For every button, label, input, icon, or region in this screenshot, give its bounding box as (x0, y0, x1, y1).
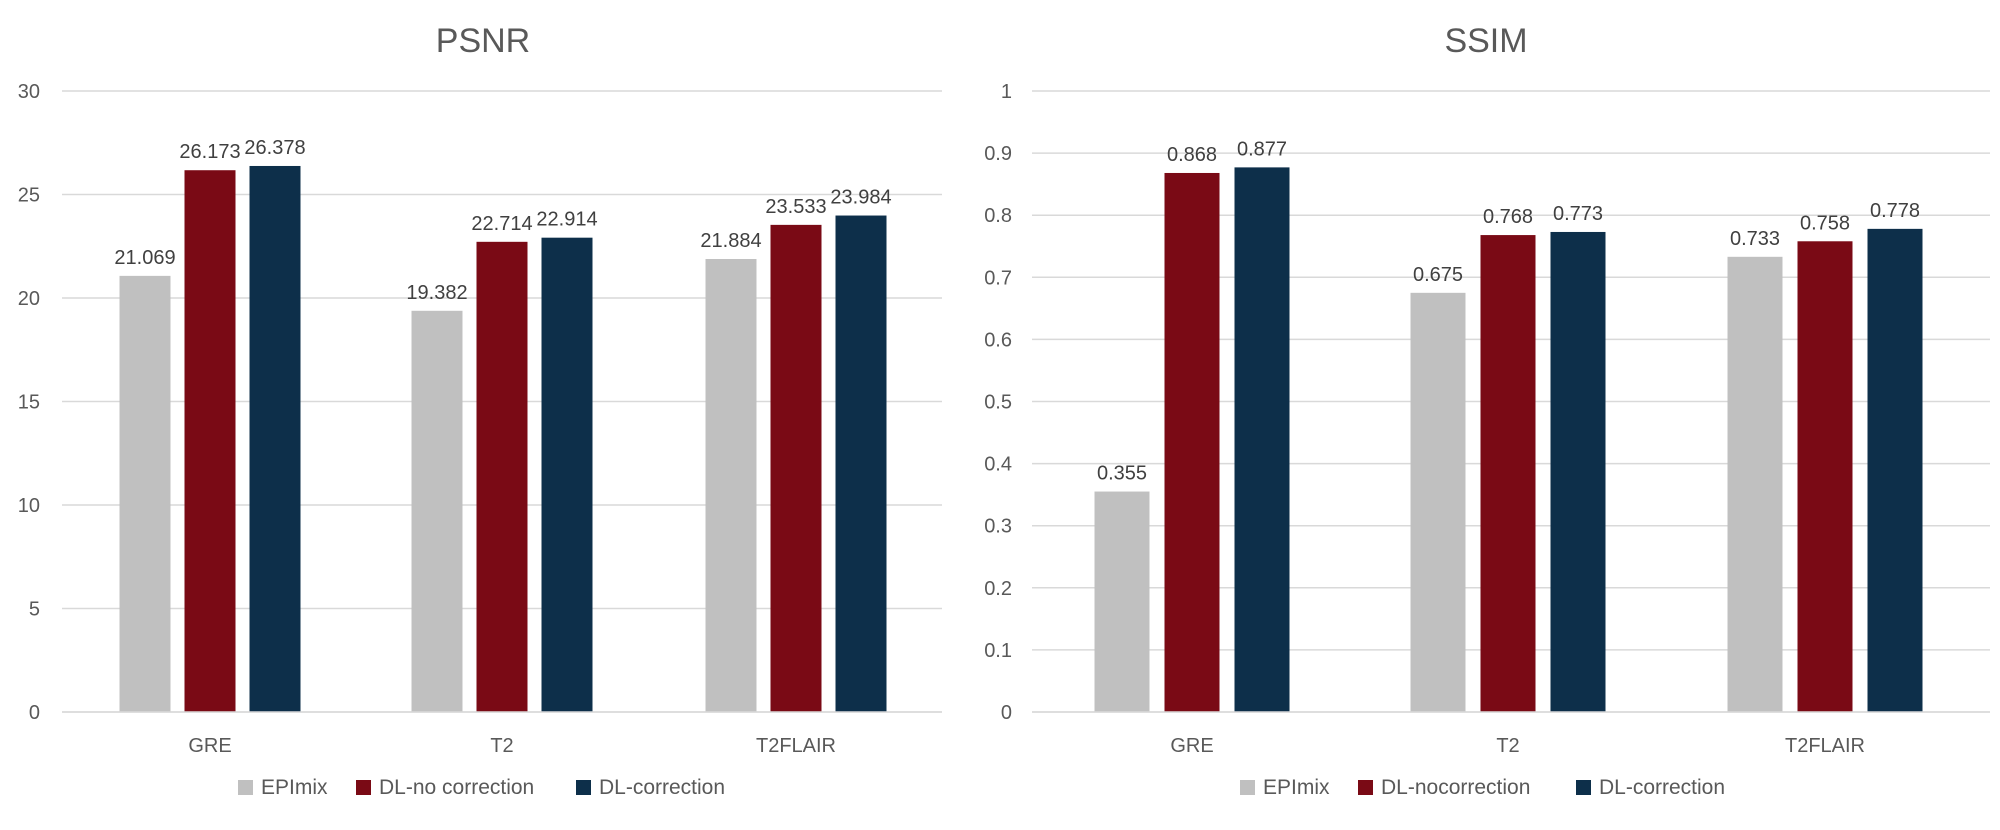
bar (1480, 235, 1536, 712)
bar (1727, 256, 1783, 712)
legend-label: DL-nocorrection (1381, 776, 1530, 799)
y-tick-label: 30 (18, 81, 40, 103)
data-label: 0.355 (1097, 463, 1147, 485)
bar (541, 237, 593, 712)
y-tick-label: 15 (18, 392, 40, 414)
bar (835, 215, 887, 713)
legend-swatch (1240, 780, 1255, 795)
bar (184, 170, 236, 713)
x-category-label: GRE (1170, 735, 1213, 757)
legend-label: DL-correction (599, 776, 725, 799)
legend-label: EPImix (261, 776, 328, 799)
legend-label: EPImix (1263, 776, 1330, 799)
data-label: 19.382 (406, 282, 467, 304)
bar (1867, 228, 1923, 712)
bar (1550, 231, 1606, 713)
y-tick-label: 1 (1001, 81, 1012, 103)
data-label: 0.877 (1237, 138, 1287, 160)
chart-title: PSNR (436, 22, 530, 60)
bar (1410, 292, 1466, 712)
data-label: 26.173 (179, 141, 240, 163)
y-tick-label: 0.2 (984, 578, 1012, 600)
data-label: 0.768 (1483, 206, 1533, 228)
y-tick-label: 0.7 (984, 267, 1012, 289)
legend-swatch (576, 780, 591, 795)
y-tick-label: 0.3 (984, 516, 1012, 538)
bar (1797, 241, 1853, 713)
y-tick-label: 0.4 (984, 454, 1012, 476)
legend-label: DL-no correction (379, 776, 534, 799)
y-tick-label: 0.5 (984, 392, 1012, 414)
data-label: 23.984 (830, 187, 891, 209)
bar (1164, 172, 1220, 713)
legend-swatch (1358, 780, 1373, 795)
bar (411, 310, 463, 712)
legend-swatch (238, 780, 253, 795)
y-tick-label: 10 (18, 495, 40, 517)
x-category-label: GRE (188, 735, 231, 757)
bar (1234, 167, 1290, 712)
data-label: 21.884 (700, 230, 761, 252)
bar (249, 165, 301, 712)
data-label: 22.714 (471, 213, 532, 235)
y-tick-label: 0.1 (984, 640, 1012, 662)
x-category-label: T2FLAIR (1785, 735, 1865, 757)
ssim-chart: SSIM 0 0.1 0.2 0.3 0.4 0.5 0.6 0.7 0.8 0.9 1 0.355 0.… (984, 22, 1990, 799)
data-label: 0.675 (1413, 264, 1463, 286)
y-tick-label: 0.6 (984, 329, 1012, 351)
x-category-label: T2FLAIR (756, 735, 836, 757)
data-label: 0.868 (1167, 144, 1217, 166)
data-label: 23.533 (765, 196, 826, 218)
legend-swatch (1576, 780, 1591, 795)
bar (476, 241, 528, 713)
y-tick-label: 20 (18, 288, 40, 310)
bar (770, 224, 822, 713)
x-category-label: T2 (1496, 735, 1519, 757)
y-tick-label: 0.8 (984, 205, 1012, 227)
psnr-chart: PSNR 0 5 10 15 20 25 30 21.069 26.173 26.378 GRE 19.… (18, 22, 942, 799)
chart-title: SSIM (1444, 22, 1527, 60)
y-tick-label: 0.9 (984, 143, 1012, 165)
y-tick-label: 0 (1001, 702, 1012, 724)
legend-label: DL-correction (1599, 776, 1725, 799)
data-label: 0.773 (1553, 203, 1603, 225)
data-label: 0.778 (1870, 200, 1920, 222)
data-label: 22.914 (536, 209, 597, 231)
data-label: 26.378 (244, 137, 305, 159)
bar (1094, 491, 1150, 712)
legend-swatch (356, 780, 371, 795)
data-label: 0.758 (1800, 212, 1850, 234)
bar (119, 275, 171, 712)
bar (705, 259, 757, 712)
y-tick-label: 0 (29, 702, 40, 724)
data-label: 0.733 (1730, 228, 1780, 250)
x-category-label: T2 (490, 735, 513, 757)
data-label: 21.069 (114, 247, 175, 269)
y-tick-label: 5 (29, 599, 40, 621)
y-tick-label: 25 (18, 185, 40, 207)
